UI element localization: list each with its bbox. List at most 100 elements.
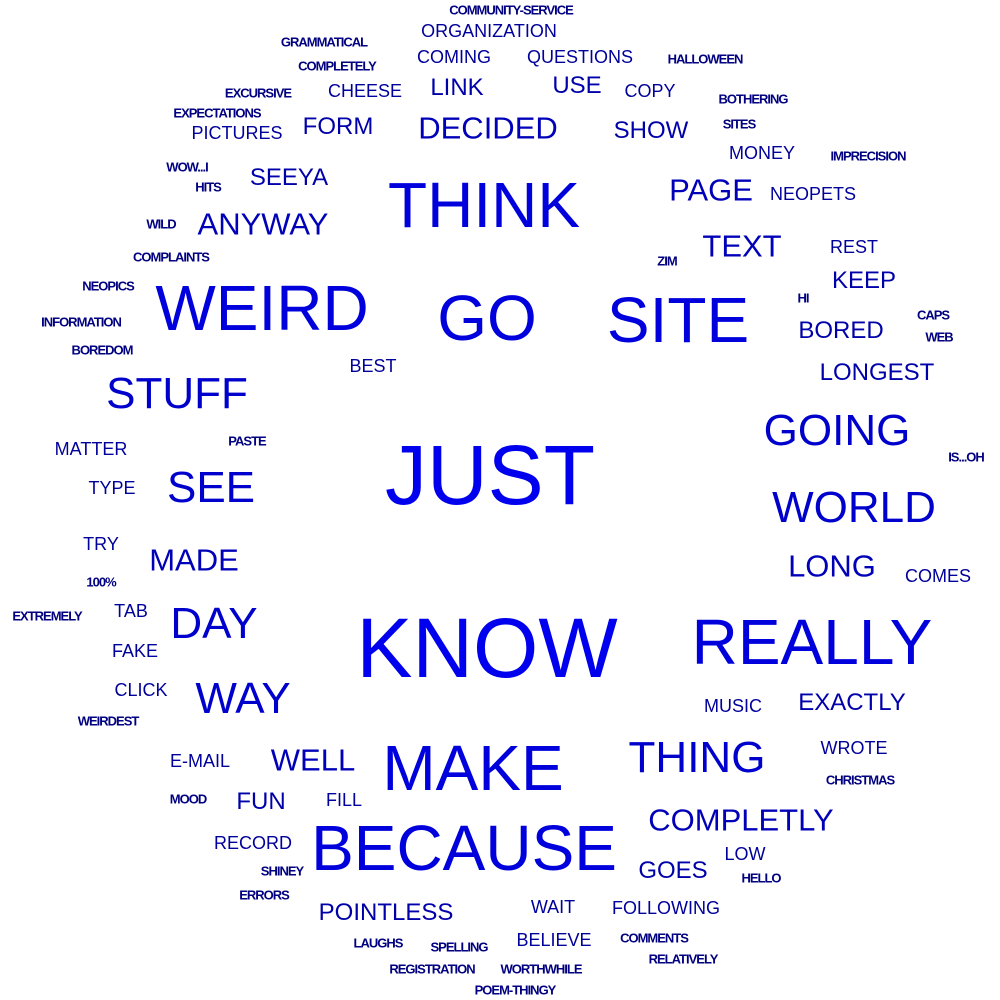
word-is-oh: IS...OH [948, 449, 985, 465]
word-comments: COMMENTS [620, 930, 689, 946]
word-caps: CAPS [916, 307, 950, 323]
word-questions: QUESTIONS [526, 47, 634, 67]
word-web: WEB [925, 329, 953, 345]
word-christmas: CHRISTMAS [825, 772, 895, 788]
word-fake: FAKE [111, 641, 159, 661]
word-hello: HELLO [741, 870, 781, 886]
word-know: KNOW [356, 601, 618, 695]
word-thing: THING [628, 733, 766, 782]
word-pointless: POINTLESS [318, 899, 454, 926]
word-made: MADE [149, 542, 239, 578]
word-shiney: SHINEY [260, 863, 304, 879]
word-following: FOLLOWING [611, 898, 721, 918]
word-worthwhile: WORTHWHILE [500, 961, 583, 977]
word-fun: FUN [236, 788, 286, 815]
word-really: REALLY [691, 606, 933, 678]
word-decided: DECIDED [418, 110, 558, 146]
word-extremely: EXTREMELY [12, 608, 82, 624]
word-stuff: STUFF [106, 369, 248, 418]
word-excursive: EXCURSIVE [224, 85, 292, 101]
word-type: TYPE [88, 478, 136, 498]
word-click: CLICK [114, 680, 168, 700]
word-way: WAY [195, 674, 291, 723]
word-grammatical: GRAMMATICAL [280, 34, 368, 50]
word-try: TRY [83, 534, 119, 554]
word-matter: MATTER [54, 439, 128, 459]
word-completly: COMPLETLY [648, 802, 834, 838]
word-best: BEST [349, 356, 397, 376]
word-page: PAGE [669, 172, 753, 208]
word-bothering: BOTHERING [718, 91, 789, 107]
word-100-percent: 100% [86, 574, 116, 590]
word-halloween: HALLOWEEN [667, 51, 744, 67]
word-completely: COMPLETELY [298, 58, 377, 74]
word-paste: PASTE [228, 433, 266, 449]
word-low: LOW [724, 844, 766, 864]
word-wait: WAIT [530, 897, 576, 917]
word-coming: COMING [417, 47, 491, 67]
word-keep: KEEP [831, 267, 897, 294]
word-because: BECAUSE [311, 812, 617, 884]
word-hi: HI [797, 290, 810, 306]
word-show: SHOW [613, 117, 689, 144]
word-see: SEE [166, 463, 256, 512]
word-make: MAKE [382, 732, 564, 804]
word-poem-thingy: POEM-THINGY [474, 982, 557, 998]
word-well: WELL [270, 742, 356, 778]
word-site: SITE [606, 284, 750, 356]
word-mood: MOOD [169, 791, 207, 807]
word-sites: SITES [722, 116, 757, 132]
word-hits: HITS [195, 179, 222, 195]
word-link: LINK [430, 74, 484, 101]
word-wow-i: WOW...I [166, 159, 208, 175]
word-going: GOING [763, 406, 911, 455]
word-registration: REGISTRATION [389, 961, 475, 977]
word-community-service: COMMUNITY-SERVICE [449, 2, 574, 18]
word-wrote: WROTE [820, 738, 888, 758]
word-imprecision: IMPRECISION [830, 148, 907, 164]
word-organization: ORGANIZATION [421, 21, 557, 41]
word-world: WORLD [772, 483, 936, 532]
word-tab: TAB [114, 601, 148, 621]
word-weirdest: WEIRDEST [77, 713, 140, 729]
word-music: MUSIC [704, 696, 762, 716]
word-zim: ZIM [657, 253, 677, 269]
word-comes: COMES [904, 566, 972, 586]
word-long: LONG [788, 548, 876, 584]
word-bored: BORED [798, 317, 884, 344]
word-use: USE [552, 72, 602, 99]
word-seeya: SEEYA [249, 164, 329, 191]
word-exactly: EXACTLY [798, 689, 906, 716]
word-text: TEXT [702, 228, 782, 264]
word-expectations: EXPECTATIONS [173, 105, 261, 121]
word-day: DAY [170, 599, 258, 648]
word-rest: REST [829, 237, 879, 257]
word-e-mail: E-MAIL [169, 751, 231, 771]
word-anyway: ANYWAY [197, 206, 329, 242]
word-believe: BELIEVE [516, 930, 592, 950]
word-neopics: NEOPICS [82, 278, 135, 294]
word-fill: FILL [325, 790, 363, 810]
word-weird: WEIRD [155, 272, 369, 344]
word-spelling: SPELLING [430, 939, 488, 955]
word-goes: GOES [638, 857, 708, 884]
word-form: FORM [302, 113, 374, 140]
word-go: GO [437, 282, 537, 354]
word-neopets: NEOPETS [769, 184, 857, 204]
word-longest: LONGEST [819, 359, 935, 386]
word-record: RECORD [213, 833, 293, 853]
word-information: INFORMATION [41, 314, 122, 330]
word-wild: WILD [146, 216, 176, 232]
word-relatively: RELATIVELY [648, 951, 719, 967]
word-laughs: LAUGHS [353, 935, 404, 951]
word-boredom: BOREDOM [71, 342, 134, 358]
word-think: THINK [388, 169, 580, 241]
word-pictures: PICTURES [191, 123, 283, 143]
word-complaints: COMPLAINTS [133, 249, 210, 265]
word-just: JUST [385, 428, 595, 522]
word-money: MONEY [728, 143, 796, 163]
word-cheese: CHEESE [327, 81, 403, 101]
word-copy: COPY [624, 81, 676, 101]
word-errors: ERRORS [239, 887, 290, 903]
